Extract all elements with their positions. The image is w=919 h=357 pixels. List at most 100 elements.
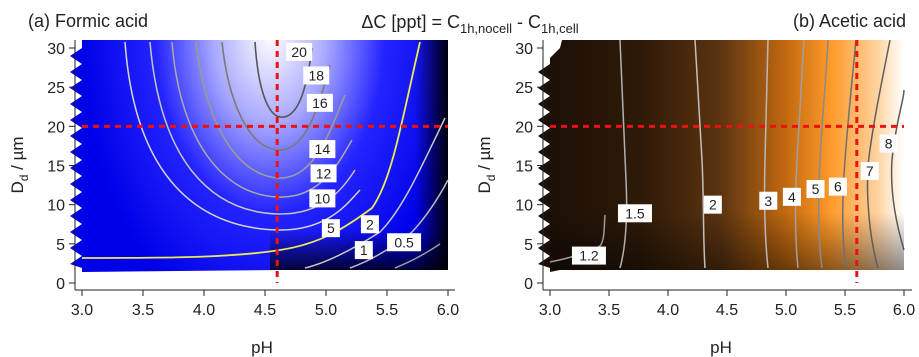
contour-label-text: 10 xyxy=(315,190,331,206)
contour-label: 12 xyxy=(310,164,337,183)
figure-title-sub1: 1h,nocell xyxy=(460,21,512,36)
contour-label-box xyxy=(303,66,330,85)
contour-label-text: 16 xyxy=(312,95,328,111)
y-label-unit: / µm xyxy=(8,136,27,174)
figure-title-mid: - C xyxy=(512,12,541,32)
contour-label: 10 xyxy=(309,189,336,208)
contour-1.2 xyxy=(549,214,606,263)
contour-label: 1.2 xyxy=(571,246,606,265)
contour-0.5 xyxy=(394,243,441,269)
contour-label-box xyxy=(617,204,652,223)
x-axis-label: pH xyxy=(251,338,273,357)
contour-label: 4 xyxy=(782,187,801,206)
contour-6 xyxy=(842,39,857,269)
contour-label: 18 xyxy=(303,66,330,85)
contour-label: 8 xyxy=(879,134,898,153)
contour-label-box xyxy=(309,189,336,208)
contour-label-box xyxy=(310,164,337,183)
contour-label-box xyxy=(860,161,879,180)
contour-label-text: 20 xyxy=(291,44,307,60)
contour-label-text: 5 xyxy=(812,181,820,197)
y-label-sub: d xyxy=(17,175,31,182)
x-tick-label: 4.5 xyxy=(716,302,738,319)
contour-label-text: 1.5 xyxy=(625,205,645,221)
figure-title-sub2: 1h,cell xyxy=(541,21,579,36)
contour-label-box xyxy=(387,233,422,252)
contour-label-box xyxy=(828,177,847,196)
contour-1 xyxy=(349,179,449,269)
y-tick-label: 0 xyxy=(524,276,533,293)
contour-label: 20 xyxy=(286,42,313,61)
y-tick-label: 20 xyxy=(515,119,533,136)
contour-label-text: 0.5 xyxy=(394,234,414,250)
contour-label-text: 1.2 xyxy=(579,248,599,264)
contour-label-text: 6 xyxy=(834,179,842,195)
y-tick-label: 25 xyxy=(515,80,533,97)
contour-label-text: 14 xyxy=(315,141,331,157)
contour-label-box xyxy=(879,134,898,153)
panel-acetic-acid: 1.21.52 3 4 5 678 3.0 3.5 4.0 4.5 5.0 5.5 6.005101… xyxy=(475,11,915,357)
x-tick-label: 4.0 xyxy=(193,302,215,319)
contour-label-box xyxy=(703,195,722,214)
y-tick-label: 10 xyxy=(47,198,65,215)
x-tick-label: 6.0 xyxy=(437,302,459,319)
contour-3 xyxy=(763,39,769,269)
contour-label-box xyxy=(759,191,778,210)
contour-label: 2 xyxy=(360,215,379,234)
contour-label-box xyxy=(306,93,333,112)
y-tick-label: 30 xyxy=(47,41,65,58)
y-tick-label: 5 xyxy=(56,237,65,254)
contour-label-text: 12 xyxy=(316,165,332,181)
contour-label: 3 xyxy=(759,191,778,210)
x-tick-label: 5.0 xyxy=(775,302,797,319)
x-tick-label: 5.5 xyxy=(834,302,856,319)
contour-label: 2 xyxy=(703,195,722,214)
contour-label-text: 5 xyxy=(327,220,335,236)
contour-label: 5 xyxy=(321,219,340,238)
y-tick-label: 15 xyxy=(47,159,65,176)
contour-label-box xyxy=(354,241,373,260)
y-tick-label: 5 xyxy=(524,237,533,254)
contour-label: 7 xyxy=(860,161,879,180)
x-tick-label: 3.5 xyxy=(132,302,154,319)
contour-labels: 20 18 16 14 12 10 5 2 1 0.5 xyxy=(286,42,422,260)
panel-title: (b) Acetic acid xyxy=(793,11,906,31)
contour-label: 1 xyxy=(354,241,373,260)
contour-label-box xyxy=(286,42,313,61)
contour-label-text: 2 xyxy=(366,216,374,232)
y-tick-label: 0 xyxy=(56,276,65,293)
contour-label: 16 xyxy=(306,93,333,112)
contour-label-box xyxy=(321,219,340,238)
contour-label-text: 7 xyxy=(866,163,874,179)
contour-2 xyxy=(694,39,706,269)
x-tick-label: 5.0 xyxy=(315,302,337,319)
contour-label-box xyxy=(806,180,825,198)
contour-label-box xyxy=(571,246,606,265)
contour-5 xyxy=(817,39,829,269)
y-axis-label: Dd / µm xyxy=(8,136,31,193)
contour-12 xyxy=(149,41,356,215)
contour-label: 5 xyxy=(806,180,825,198)
figure-title-pre: ΔC [ppt] = C xyxy=(361,12,460,32)
contour-label: 1.5 xyxy=(617,204,652,223)
contour-10 xyxy=(124,41,361,231)
x-tick-label: 3.0 xyxy=(539,302,561,319)
contour-label-text: 8 xyxy=(885,136,893,152)
y-tick-label: 30 xyxy=(515,41,533,58)
contour-label-text: 3 xyxy=(764,193,772,209)
x-tick-label: 4.5 xyxy=(254,302,276,319)
figure-title: ΔC [ppt] = C1h,nocell - C1h,cell xyxy=(361,12,578,36)
contour-label-text: 1 xyxy=(360,242,368,258)
contour-label-text: 4 xyxy=(788,189,796,205)
panel-title: (a) Formic acid xyxy=(28,11,148,31)
y-label-unit: / µm xyxy=(475,136,494,174)
contour-label-box xyxy=(782,187,801,206)
contour-label: 14 xyxy=(309,140,336,159)
x-tick-label: 4.0 xyxy=(657,302,679,319)
x-tick-label: 6.0 xyxy=(893,302,915,319)
y-label-main: D xyxy=(8,181,27,193)
